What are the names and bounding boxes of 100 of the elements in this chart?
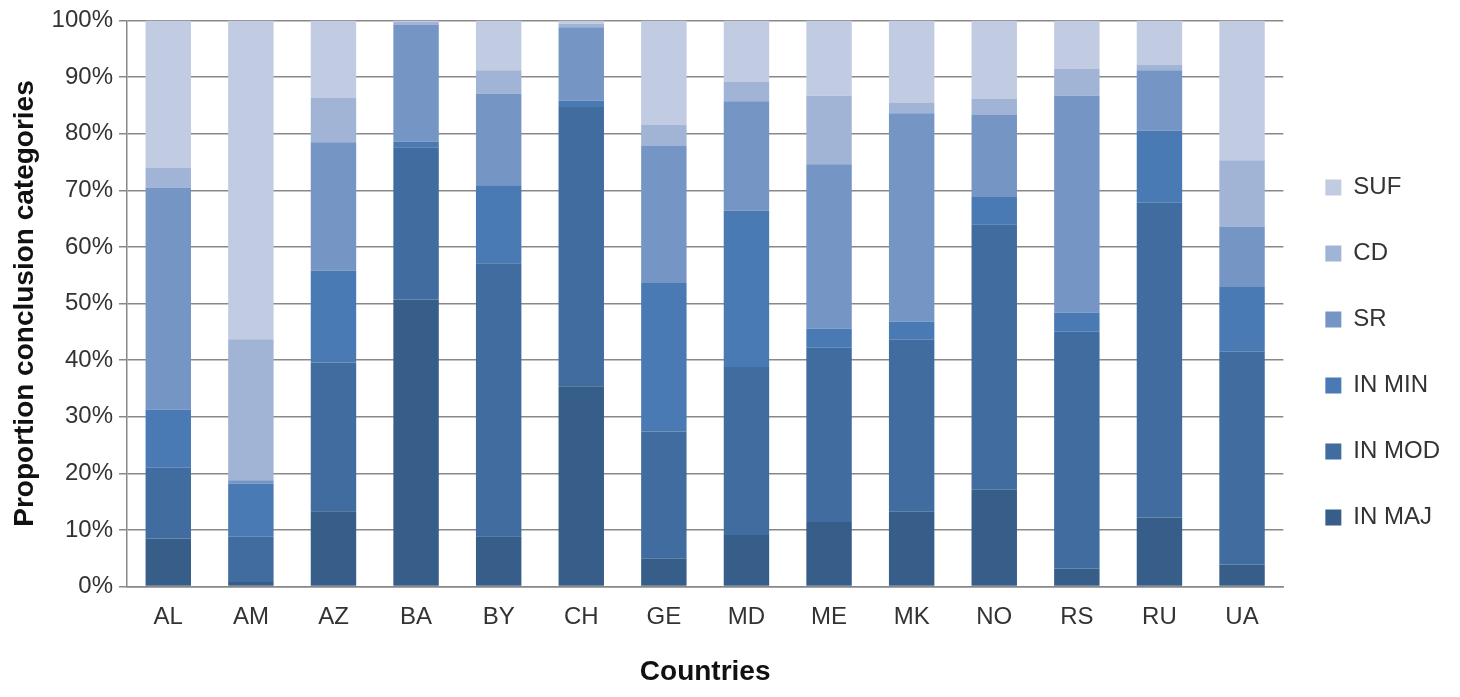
x-tick-label: RS bbox=[1060, 601, 1094, 629]
bar bbox=[228, 480, 274, 484]
bar bbox=[1054, 568, 1100, 586]
bar bbox=[971, 20, 1017, 100]
bar bbox=[1054, 95, 1100, 313]
legend-label: IN MOD bbox=[1353, 436, 1441, 464]
bar bbox=[145, 20, 191, 168]
bar bbox=[558, 100, 604, 108]
bar bbox=[806, 20, 852, 96]
x-tick-label: AM bbox=[232, 601, 269, 629]
x-tick-label: BA bbox=[400, 601, 433, 629]
bar bbox=[641, 124, 687, 147]
bar bbox=[1054, 312, 1100, 332]
bar bbox=[723, 20, 770, 82]
bar bbox=[145, 538, 191, 586]
bar bbox=[310, 20, 357, 98]
bar bbox=[971, 99, 1017, 115]
x-tick-label: UA bbox=[1225, 601, 1259, 629]
bar bbox=[1054, 68, 1100, 96]
x-tick-label: MD bbox=[727, 601, 766, 629]
bar bbox=[641, 431, 687, 559]
bar bbox=[228, 582, 274, 586]
bar bbox=[641, 558, 687, 586]
bar bbox=[393, 299, 439, 586]
bar bbox=[310, 511, 357, 586]
x-tick-label: RU bbox=[1142, 601, 1177, 629]
x-tick-label: GE bbox=[646, 601, 682, 629]
bar bbox=[310, 142, 357, 271]
y-tick-label: 80% bbox=[64, 118, 113, 146]
bar bbox=[558, 107, 604, 387]
y-tick-label: 50% bbox=[64, 288, 113, 316]
bar bbox=[806, 164, 852, 329]
bar bbox=[1219, 287, 1265, 352]
bar bbox=[888, 20, 935, 104]
bar bbox=[888, 339, 935, 512]
x-tick-label: MK bbox=[893, 601, 930, 629]
x-axis-title: Countries bbox=[639, 654, 771, 686]
bar bbox=[310, 270, 357, 363]
bar bbox=[475, 185, 522, 264]
bar bbox=[145, 467, 191, 539]
bar bbox=[558, 386, 604, 586]
y-tick-label: 70% bbox=[64, 174, 113, 202]
bar bbox=[145, 187, 191, 410]
bar bbox=[888, 103, 935, 114]
bar bbox=[806, 328, 852, 348]
bar bbox=[228, 339, 274, 481]
x-tick-label: BY bbox=[482, 601, 515, 629]
y-axis-title: Proportion conclusion categories bbox=[7, 80, 39, 527]
bar bbox=[1054, 20, 1100, 69]
legend-label: SUF bbox=[1353, 172, 1402, 200]
y-tick-label: 10% bbox=[64, 514, 113, 542]
bar bbox=[558, 27, 604, 101]
y-tick-label: 0% bbox=[78, 571, 113, 599]
bar bbox=[971, 489, 1017, 586]
y-tick-label: 20% bbox=[64, 457, 113, 485]
bar bbox=[145, 409, 191, 468]
bar bbox=[1219, 351, 1265, 565]
bar bbox=[971, 114, 1017, 198]
bar bbox=[1054, 331, 1100, 569]
bar bbox=[806, 522, 852, 586]
x-tick-label: ME bbox=[811, 601, 848, 629]
x-tick-label: AL bbox=[153, 601, 183, 629]
legend-label: IN MIN bbox=[1353, 370, 1429, 398]
y-tick-label: 30% bbox=[64, 401, 113, 429]
bar bbox=[1219, 226, 1265, 288]
legend-label: SR bbox=[1353, 304, 1387, 332]
bar bbox=[475, 20, 522, 71]
bar bbox=[228, 483, 274, 537]
bar bbox=[723, 81, 770, 102]
bar bbox=[641, 20, 687, 125]
y-tick-label: 40% bbox=[64, 344, 113, 372]
bar bbox=[475, 93, 522, 186]
y-tick-label: 100% bbox=[51, 5, 113, 33]
bar bbox=[393, 24, 439, 142]
bar bbox=[723, 535, 770, 586]
bar bbox=[310, 362, 357, 512]
bar bbox=[641, 283, 687, 432]
bar bbox=[971, 224, 1017, 490]
bar bbox=[888, 321, 935, 340]
bar bbox=[393, 147, 439, 300]
bar bbox=[1219, 160, 1265, 227]
y-tick-label: 60% bbox=[64, 231, 113, 259]
bar bbox=[1219, 564, 1265, 586]
bar bbox=[145, 167, 191, 188]
x-tick-label: AZ bbox=[318, 601, 349, 629]
bar bbox=[723, 210, 770, 367]
bar bbox=[1136, 517, 1183, 586]
x-tick-label: NO bbox=[976, 601, 1013, 629]
bar bbox=[806, 347, 852, 523]
bar bbox=[228, 20, 274, 340]
bar bbox=[723, 366, 770, 536]
bar bbox=[310, 97, 357, 143]
bar bbox=[723, 101, 770, 211]
bar bbox=[806, 95, 852, 165]
bar bbox=[888, 511, 935, 586]
legend-label: IN MAJ bbox=[1353, 502, 1433, 530]
bar bbox=[228, 536, 274, 583]
bar bbox=[888, 113, 935, 322]
legend-label: CD bbox=[1353, 238, 1389, 266]
bar bbox=[1136, 20, 1183, 65]
